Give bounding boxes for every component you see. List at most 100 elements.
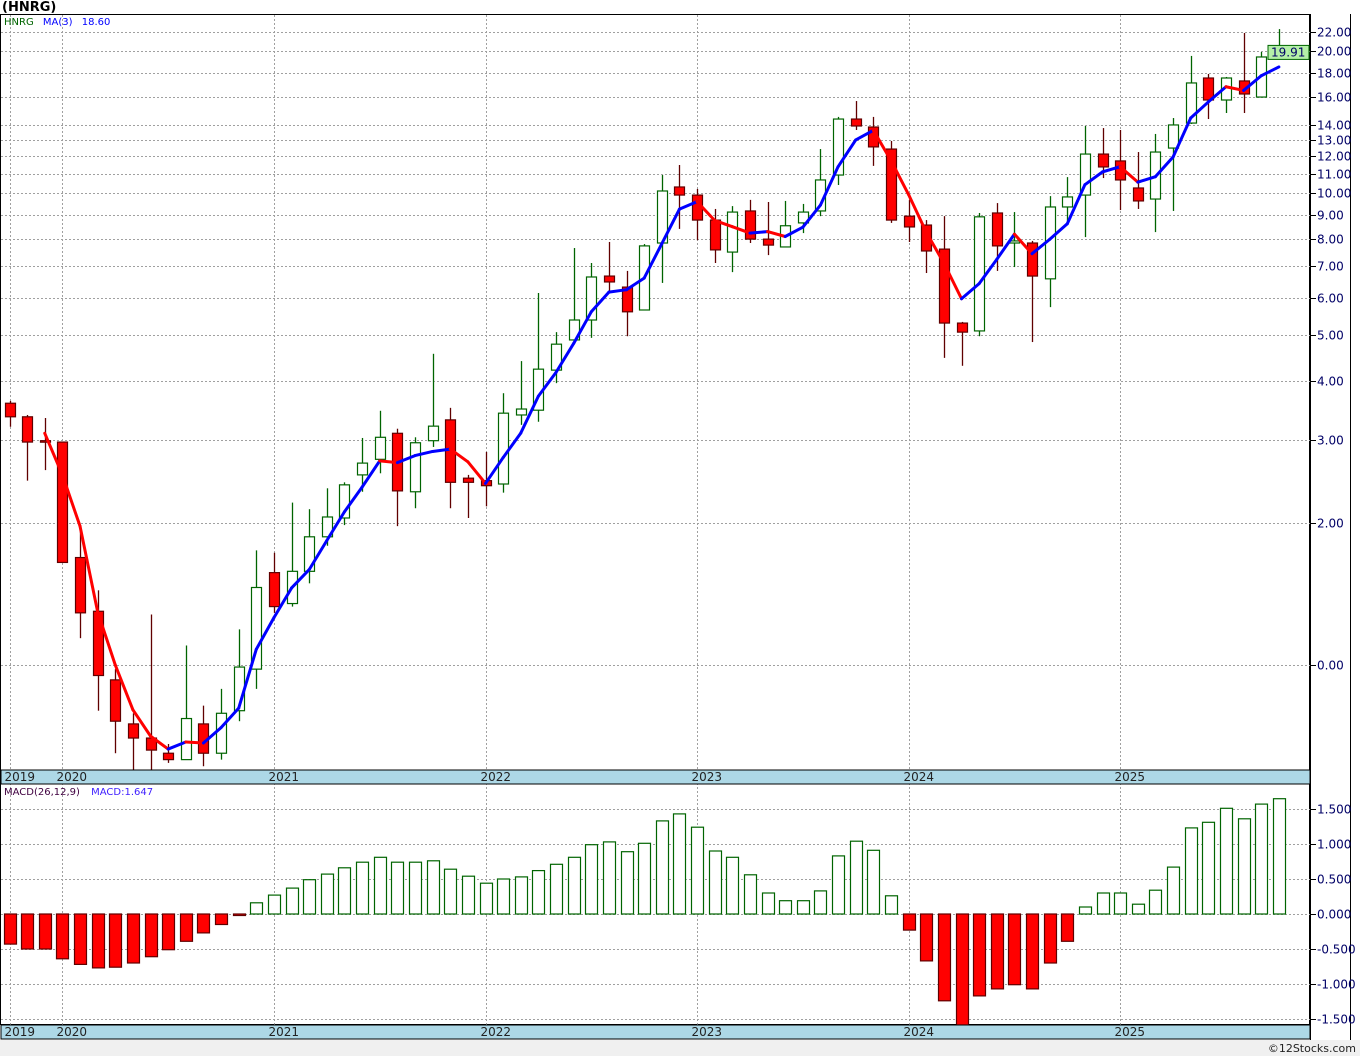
macd-bar [1219, 807, 1234, 915]
macd-bar [320, 873, 335, 915]
candle-body [1079, 153, 1092, 196]
ma-line-segment [501, 431, 523, 460]
candle-body [515, 408, 528, 416]
footer-copyright[interactable]: ©12Stocks.com [1268, 1042, 1356, 1055]
year-label-bottom: 2022 [481, 1025, 512, 1039]
macd-bar [1113, 892, 1128, 915]
candle-body [585, 276, 598, 321]
macd-tick-label: 1.500 [1317, 803, 1351, 817]
candle-body [462, 477, 475, 483]
ma-line-segment [484, 456, 505, 485]
macd-bar [373, 856, 388, 915]
price-tick-label: 16.00 [1317, 91, 1351, 105]
ma-line-segment [748, 230, 770, 235]
ma-line-segment [836, 138, 858, 169]
macd-tick-label: 0.500 [1317, 873, 1351, 887]
candle-up [374, 410, 387, 474]
macd-bar [567, 856, 582, 915]
ma-line-segment [219, 706, 241, 730]
ma-line-segment [536, 370, 558, 398]
ma-line-segment [942, 261, 964, 301]
macd-bar [1237, 818, 1252, 915]
macd-tick-label: -1.500 [1317, 1013, 1356, 1027]
ma-line-segment [96, 610, 117, 667]
candle-down [39, 418, 52, 471]
macd-bar [1096, 892, 1111, 915]
macd-bar [38, 913, 53, 950]
macd-bar [672, 813, 687, 915]
ma-line-segment [924, 230, 946, 265]
candle-down [1097, 128, 1110, 179]
ma-line-segment [1118, 165, 1140, 184]
ma-line-segment [307, 538, 329, 572]
candle-up [409, 437, 422, 509]
candle-body [903, 215, 916, 228]
ma-line-segment [1083, 170, 1105, 187]
candle-down [885, 140, 898, 223]
candle-down [4, 400, 17, 427]
macd-bar [1043, 913, 1058, 964]
ma-line-segment [730, 225, 752, 235]
year-label-top: 2023 [692, 770, 723, 784]
ma-line-segment [184, 740, 205, 745]
ma-line-segment [149, 734, 170, 751]
price-tick-label: 3.00 [1317, 434, 1344, 448]
candle-body [603, 275, 616, 283]
macd-bar [919, 913, 934, 962]
candle-body [885, 148, 898, 221]
macd-bar [443, 868, 458, 915]
macd-bar [232, 913, 247, 917]
candle-down [938, 216, 951, 358]
candle-body [39, 440, 52, 443]
candle-body [162, 752, 175, 761]
ma-line-segment [1242, 74, 1263, 92]
legend-symbol: HNRG [4, 17, 34, 28]
candle-down [762, 202, 775, 256]
candle-body [74, 556, 87, 614]
year-labels: 2019 2019 2020 2020 2021 2021 2022 2022 2023 2023… [5, 770, 1146, 1039]
ma-line-segment [554, 341, 576, 374]
ma-line-segment [113, 663, 135, 712]
ma-line-segment [413, 449, 435, 458]
year-label-bottom: 2025 [1115, 1025, 1146, 1039]
ma-line-segment [854, 128, 875, 142]
price-panel [4, 29, 1286, 770]
year-label-top: 2020 [57, 770, 88, 784]
macd-bar [690, 826, 705, 915]
price-tick-label: 14.00 [1317, 119, 1351, 133]
price-tick-label: 5.00 [1317, 329, 1344, 343]
footer-bar [0, 1040, 1360, 1056]
candle-body [762, 238, 775, 246]
macd-bar [3, 913, 18, 945]
candle-body [356, 462, 369, 476]
candle-down [920, 220, 933, 274]
macd-bar [196, 913, 211, 934]
candle-body [744, 210, 757, 240]
chart-title: (HNRG) [2, 0, 56, 15]
macd-bar [849, 840, 864, 915]
candle-body [268, 572, 281, 608]
ma-line-segment [325, 510, 346, 542]
candle-body [127, 723, 140, 739]
macd-bar [1007, 913, 1022, 986]
macd-bar [1166, 866, 1181, 915]
last-price-box [1267, 44, 1310, 60]
ma-line-segment [783, 225, 805, 239]
macd-bar [267, 894, 282, 915]
candle-down [127, 713, 140, 770]
candle-body [56, 441, 69, 564]
candle-body [938, 248, 951, 324]
macd-bar [461, 875, 476, 915]
last-price-marker: 19.91 [1267, 44, 1310, 60]
macd-panel [3, 798, 1287, 1025]
macd-bar [408, 861, 423, 915]
year-label-bottom: 2021 [269, 1025, 300, 1039]
macd-bar [496, 878, 511, 915]
ma-line-segment [1065, 183, 1087, 226]
macd-bar [214, 913, 229, 926]
candle-down [673, 164, 686, 229]
candle-body [409, 442, 422, 493]
macd-bar [778, 900, 793, 915]
candle-body [250, 586, 263, 670]
